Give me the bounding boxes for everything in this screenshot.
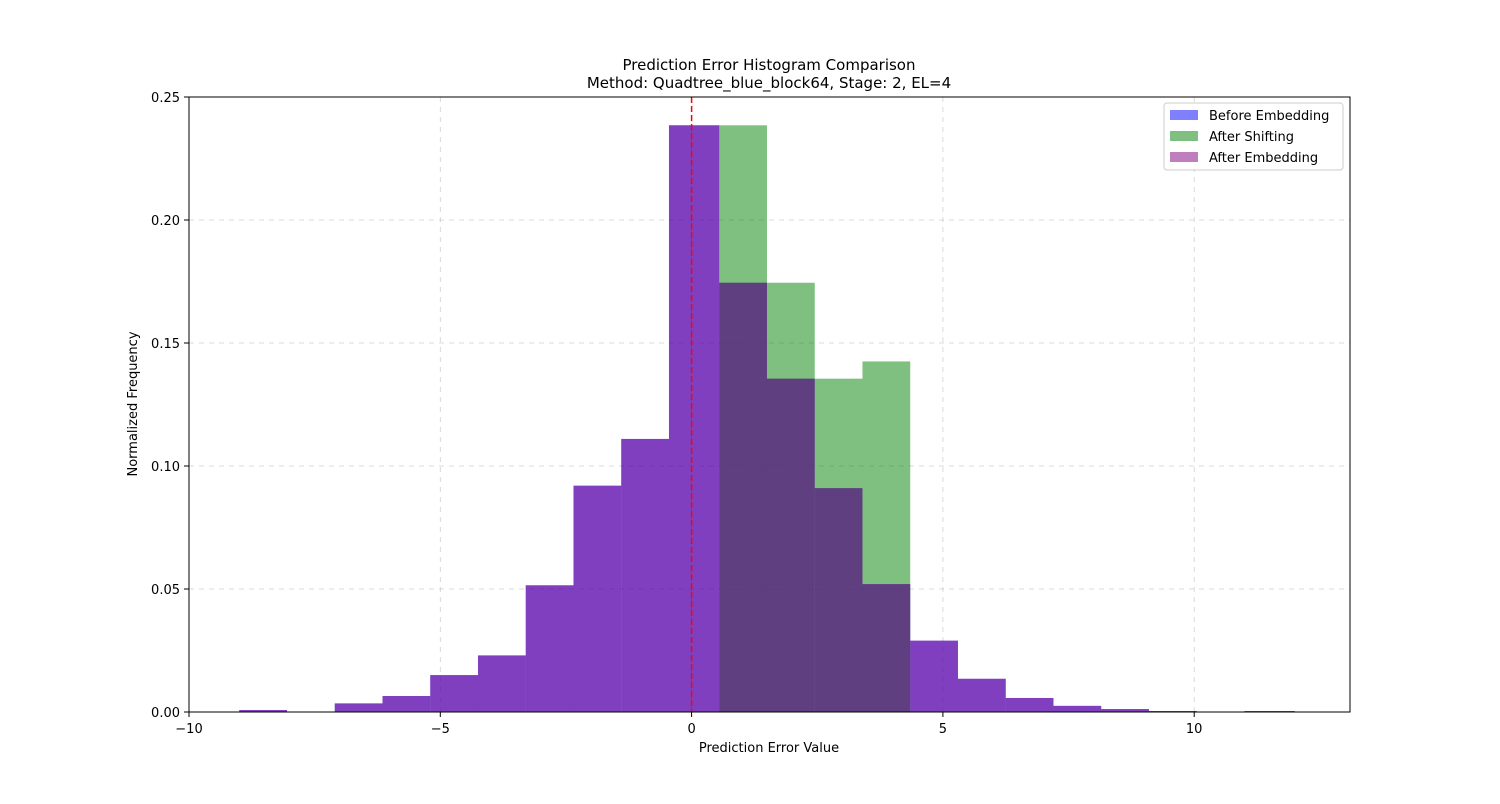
x-tick-label: −10: [175, 722, 202, 737]
chart-subtitle: Method: Quadtree_blue_block64, Stage: 2,…: [587, 74, 951, 93]
chart-title: Prediction Error Histogram Comparison: [622, 56, 915, 74]
legend-label: After Shifting: [1209, 130, 1294, 145]
histogram-bar: [862, 584, 911, 712]
plot-frame: [188, 96, 1351, 713]
y-tick-label: 0.25: [151, 91, 180, 106]
y-tick-label: 0.00: [151, 706, 180, 721]
histogram-bar: [477, 655, 526, 712]
axis-ticks: −10 −5 0 5 10 0.00 0.05 0.10 0.15 0.20 0.25: [151, 91, 1202, 737]
histogram-bar: [910, 640, 958, 712]
legend-label: After Embedding: [1209, 151, 1318, 166]
histogram-bar: [621, 438, 669, 712]
legend-box: [1163, 102, 1344, 171]
histogram-bar: [1053, 705, 1102, 712]
histogram-bar: [430, 675, 478, 712]
histogram-bar: [719, 282, 767, 712]
y-tick-label: 0.20: [151, 214, 180, 229]
histogram-bar: [525, 585, 574, 712]
x-tick-label: 5: [939, 722, 947, 737]
x-axis-label: Prediction Error Value: [699, 741, 839, 756]
histogram-bar: [382, 696, 431, 712]
x-tick-label: 10: [1186, 722, 1203, 737]
y-tick-label: 0.10: [151, 460, 180, 475]
legend-swatch: [1170, 110, 1198, 120]
histogram-bar: [814, 488, 863, 712]
y-tick-label: 0.15: [151, 337, 180, 352]
histogram-bar: [573, 485, 622, 712]
legend-swatch: [1170, 152, 1198, 162]
x-tick-label: 0: [687, 722, 695, 737]
series-2-bars: [239, 125, 1295, 713]
x-tick-label: −5: [431, 722, 450, 737]
legend: Before Embedding After Shifting After Embe…: [1163, 102, 1344, 171]
histogram-bar: [668, 125, 720, 713]
histogram-bars: [239, 125, 1295, 713]
histogram-bar: [957, 678, 1006, 712]
legend-swatch: [1170, 131, 1198, 141]
y-axis-label: Normalized Frequency: [126, 331, 141, 476]
histogram-bar: [1005, 697, 1054, 712]
histogram-bar: [334, 703, 383, 712]
histogram-bar: [766, 378, 815, 712]
y-tick-label: 0.05: [151, 583, 180, 598]
legend-label: Before Embedding: [1209, 109, 1329, 124]
histogram-bar: [239, 710, 288, 712]
histogram-bar: [1101, 709, 1149, 712]
